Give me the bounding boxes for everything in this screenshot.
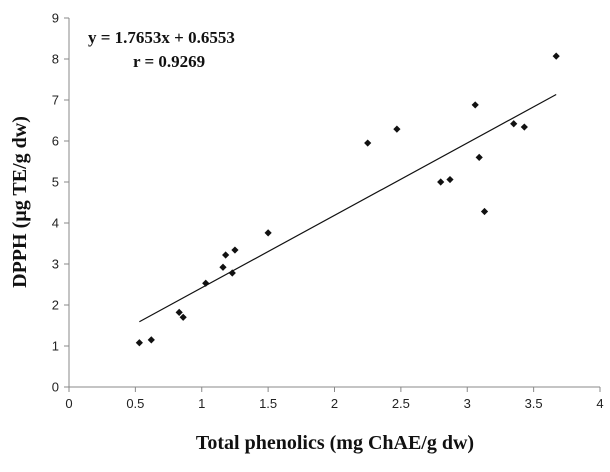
y-tick-label: 0 bbox=[52, 380, 59, 395]
data-point bbox=[202, 279, 210, 287]
y-tick-label: 7 bbox=[52, 93, 59, 108]
x-tick-label: 1.5 bbox=[259, 396, 277, 411]
data-point bbox=[175, 308, 183, 316]
data-point bbox=[222, 251, 230, 259]
y-tick-label: 1 bbox=[52, 339, 59, 354]
x-tick-label: 3.5 bbox=[525, 396, 543, 411]
x-tick-label: 2.5 bbox=[392, 396, 410, 411]
data-point bbox=[520, 123, 528, 131]
r-value-annotation: r = 0.9269 bbox=[133, 52, 205, 71]
data-point bbox=[393, 125, 401, 133]
y-tick-label: 5 bbox=[52, 175, 59, 190]
axes bbox=[68, 18, 600, 388]
data-point bbox=[147, 336, 155, 344]
y-tick-label: 8 bbox=[52, 52, 59, 67]
ticks: 0 0.5 1 1.5 2 2.5 3 3.5 4 0 1 2 3 4 5 6 7 8 9 bbox=[52, 11, 604, 412]
data-point bbox=[179, 313, 187, 321]
data-point bbox=[480, 207, 489, 216]
data-points bbox=[135, 52, 560, 347]
x-tick-label: 3 bbox=[464, 396, 471, 411]
x-tick-label: 4 bbox=[596, 396, 603, 411]
data-point bbox=[552, 52, 560, 60]
x-tick-label: 0 bbox=[65, 396, 72, 411]
x-tick-label: 0.5 bbox=[126, 396, 144, 411]
y-tick-label: 3 bbox=[52, 257, 59, 272]
y-tick-label: 6 bbox=[52, 134, 59, 149]
data-point bbox=[219, 263, 227, 271]
data-point bbox=[471, 101, 479, 109]
y-tick-label: 9 bbox=[52, 11, 59, 26]
y-tick-label: 2 bbox=[52, 298, 59, 313]
data-point bbox=[510, 120, 518, 128]
data-point bbox=[231, 246, 239, 254]
data-point bbox=[437, 178, 445, 186]
data-point bbox=[264, 229, 272, 237]
x-tick-label: 2 bbox=[331, 396, 338, 411]
data-point bbox=[446, 175, 454, 184]
data-point bbox=[364, 139, 372, 147]
x-tick-label: 1 bbox=[198, 396, 205, 411]
equation-annotation: y = 1.7653x + 0.6553 bbox=[88, 28, 235, 47]
data-point bbox=[475, 153, 483, 161]
trendline bbox=[139, 93, 557, 323]
y-tick-label: 4 bbox=[52, 216, 59, 231]
data-point bbox=[228, 269, 236, 277]
data-point bbox=[135, 339, 143, 347]
y-axis-title: DPPH (µg TE/g dw) bbox=[9, 116, 31, 288]
x-axis-title: Total phenolics (mg ChAE/g dw) bbox=[196, 432, 474, 454]
trendline-group bbox=[139, 93, 557, 323]
